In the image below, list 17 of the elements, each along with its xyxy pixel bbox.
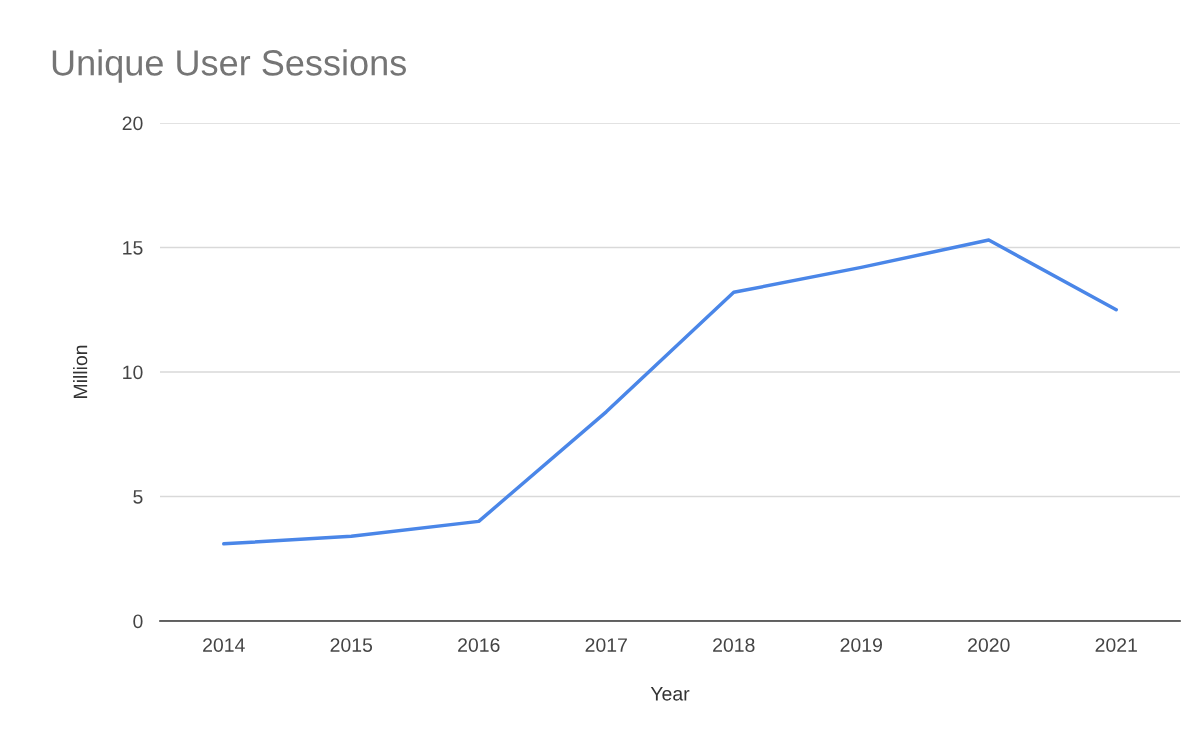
x-tick-label: 2019 <box>840 638 882 652</box>
x-tick-label: 2017 <box>585 638 627 652</box>
chart-title: Unique User Sessions <box>52 49 406 83</box>
x-tick-label: 2015 <box>330 638 373 652</box>
x-tick-label: 2014 <box>203 638 245 652</box>
line-series <box>222 238 1118 546</box>
x-tick-label: 2018 <box>713 638 755 652</box>
x-axis-title: Year <box>650 687 690 701</box>
y-tick-label: 5 <box>133 490 143 504</box>
x-tick-label: 2021 <box>1095 638 1137 652</box>
y-tick-label: 0 <box>133 614 143 629</box>
y-tick-label: 20 <box>122 116 143 131</box>
y-tick-label: 15 <box>123 241 143 255</box>
x-tick-label: 2020 <box>968 638 1010 652</box>
x-tick-label: 2016 <box>458 638 500 652</box>
y-axis-title: Million <box>73 345 88 398</box>
y-tick-label: 10 <box>123 365 143 380</box>
